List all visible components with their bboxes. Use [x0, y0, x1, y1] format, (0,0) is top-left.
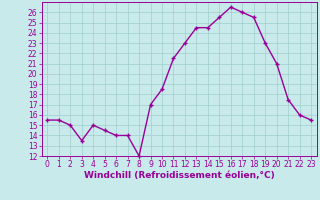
X-axis label: Windchill (Refroidissement éolien,°C): Windchill (Refroidissement éolien,°C)	[84, 171, 275, 180]
